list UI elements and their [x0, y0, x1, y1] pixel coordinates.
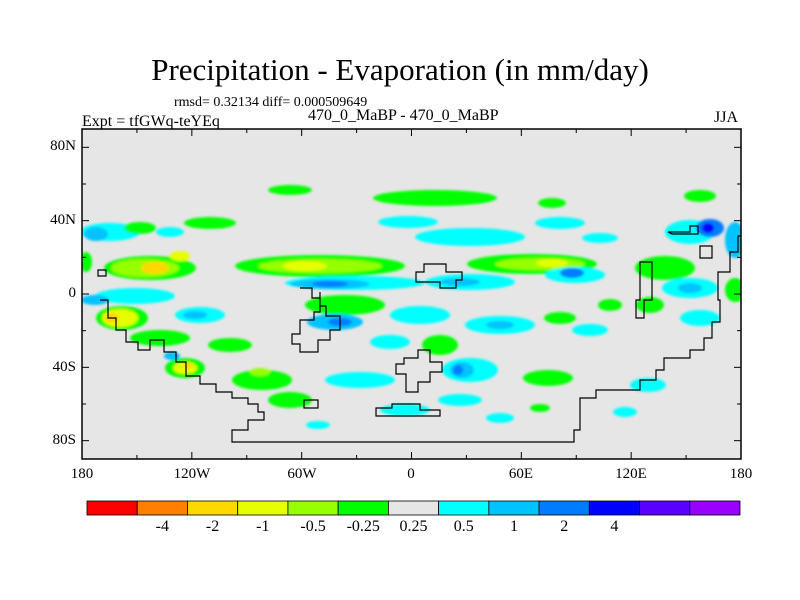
- lat-tick-label: 40S: [52, 359, 76, 375]
- colorbar-swatch: [136, 500, 188, 516]
- colorbar-swatch: [438, 500, 490, 516]
- colorbar-label: 0.25: [399, 518, 428, 535]
- lon-tick-label: 120E: [615, 466, 647, 482]
- colorbar-swatch: [588, 500, 640, 516]
- lon-tick-label: 60W: [287, 466, 317, 482]
- colorbar-label: -1: [256, 518, 270, 535]
- colorbar-label: 1: [509, 518, 518, 535]
- season-label: JJA: [714, 109, 739, 126]
- colorbar-swatch: [187, 500, 239, 516]
- experiment-label: Expt = tfGWq-teYEq: [82, 113, 220, 130]
- colorbar-swatch: [287, 500, 339, 516]
- colorbar-label: 2: [560, 518, 569, 535]
- lat-tick-label: 40N: [50, 212, 76, 228]
- lon-tick-label: 180: [70, 466, 94, 482]
- lat-tick-label: 80S: [52, 432, 76, 448]
- colorbar-swatch: [337, 500, 389, 516]
- statistics-text: rmsd= 0.32134 diff= 0.000509649: [174, 95, 368, 110]
- field-contours: [82, 185, 741, 429]
- colorbar-swatch: [488, 500, 540, 516]
- colorbar-label: -2: [205, 518, 220, 535]
- colorbar: [86, 500, 741, 516]
- lon-tick-label: 180: [729, 466, 753, 482]
- colorbar-label: -0.25: [346, 518, 380, 535]
- lat-tick-label: 0: [68, 285, 77, 301]
- colorbar-swatch: [538, 500, 590, 516]
- axis-ticks: [81, 129, 742, 459]
- colorbar-swatch: [237, 500, 289, 516]
- lon-tick-label: 0: [407, 466, 415, 482]
- runs-label: 470_0_MaBP - 470_0_MaBP: [308, 107, 499, 124]
- land-outlines: [97, 225, 741, 443]
- lat-tick-label: 80N: [50, 138, 76, 154]
- map-title: Precipitation - Evaporation (in mm/day): [151, 52, 649, 87]
- colorbar-swatch: [689, 500, 741, 516]
- lon-tick-label: 60E: [508, 466, 534, 482]
- colorbar-label: 4: [610, 518, 619, 535]
- colorbar-swatch: [387, 500, 440, 516]
- colorbar-swatch: [639, 500, 691, 516]
- colorbar-label: -0.5: [300, 518, 326, 535]
- lon-tick-label: 120W: [173, 466, 211, 482]
- colorbar-label: 0.5: [453, 518, 474, 535]
- colorbar-swatch: [86, 500, 138, 516]
- colorbar-label: -4: [155, 518, 169, 535]
